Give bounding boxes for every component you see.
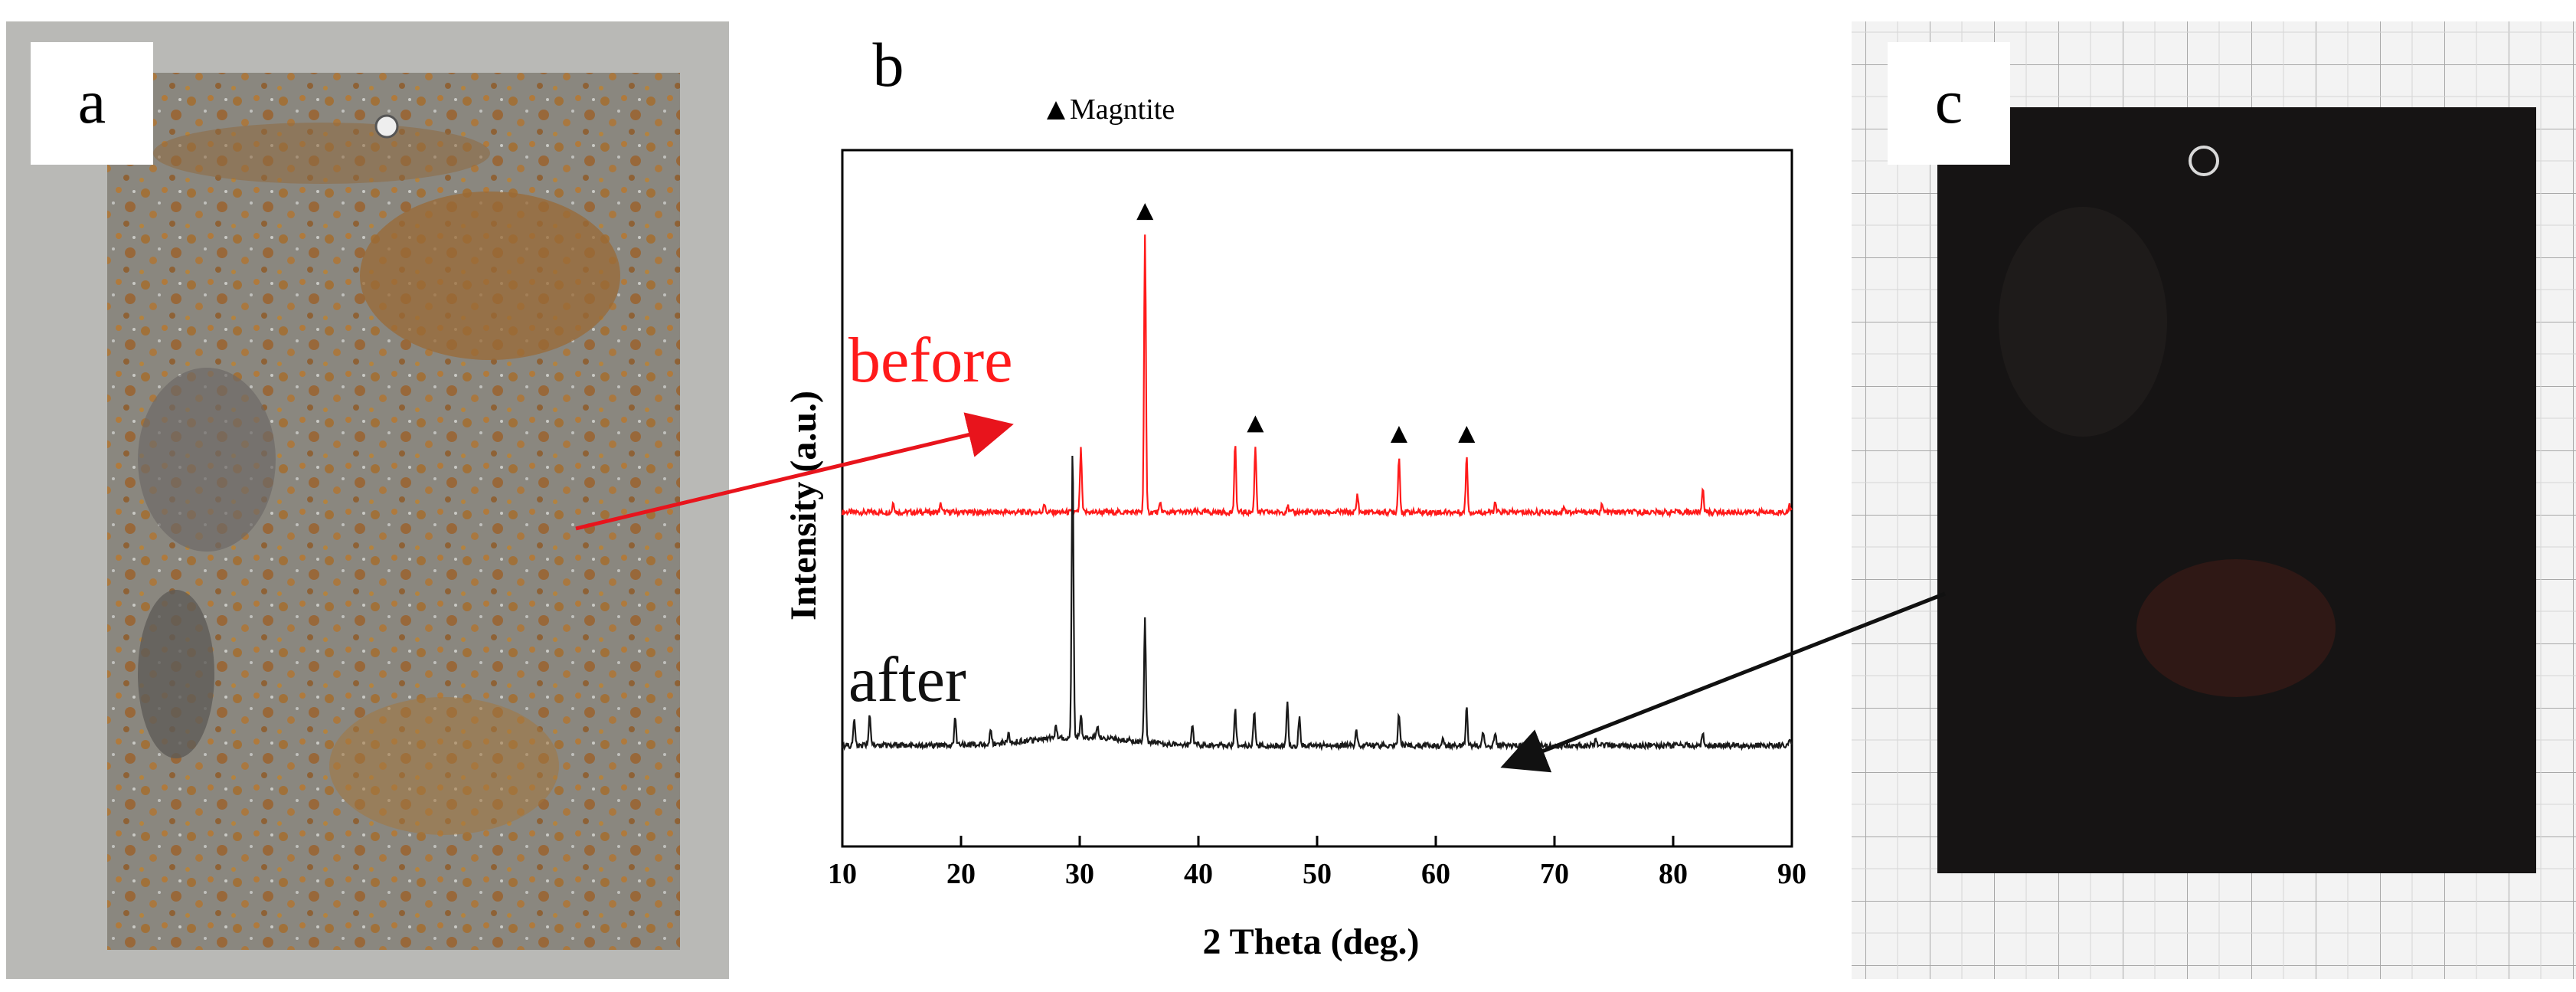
x-tick-label: 50: [1303, 858, 1332, 890]
magnetite-peak-marker: [1247, 415, 1264, 433]
x-axis-label: 2 Theta (deg.): [1202, 922, 1419, 962]
xrd-plot: 10 20 30 40 50 60 70 80 90: [828, 149, 1806, 890]
arrow-a-to-before: [575, 412, 1014, 531]
arrow-c-to-after: [1500, 591, 1946, 773]
y-axis-label: Intensity (a.u.): [783, 391, 824, 620]
coating-shade: [1999, 207, 2167, 437]
panel-c-label-box: [1888, 42, 2010, 165]
legend: Magntite: [1047, 93, 1175, 126]
rust-patch: [138, 368, 276, 552]
plot-frame: [841, 149, 1793, 848]
x-tick-label: 80: [1659, 858, 1688, 890]
panel-b-label: b: [873, 30, 904, 100]
x-tick-label: 90: [1777, 858, 1806, 890]
series-line-before: [841, 234, 1793, 519]
legend-marker: [1047, 101, 1065, 119]
panel-a-label: a: [78, 67, 106, 136]
coated-steel-plate: [1937, 107, 2536, 873]
panel-b: b Magntite 10 20 30 40 50 60 70 80 90 2 Theta (d…: [783, 30, 1806, 962]
x-tick-label: 60: [1421, 858, 1450, 890]
rust-patch: [138, 590, 214, 758]
magnetite-peak-marker: [1136, 203, 1154, 221]
mounting-hole: [374, 114, 399, 139]
x-tick-label: 20: [946, 858, 976, 890]
series-line-after: [842, 455, 1793, 751]
series-label-before: before: [848, 325, 1013, 396]
x-tick-label: 70: [1540, 858, 1569, 890]
mounting-hole: [2189, 146, 2219, 176]
x-tick-label: 10: [828, 858, 857, 890]
legend-text: Magntite: [1070, 93, 1175, 126]
panel-a: a: [6, 21, 729, 979]
panel-a-label-box: [31, 42, 153, 165]
magnetite-peak-marker: [1458, 425, 1476, 443]
rust-patch: [329, 697, 559, 835]
rust-patch: [153, 123, 490, 184]
x-tick-label: 30: [1065, 858, 1094, 890]
coating-shade: [2136, 559, 2336, 697]
magnetite-peak-marker: [1390, 425, 1407, 443]
panel-c: c: [1852, 21, 2576, 979]
series-label-after: after: [848, 644, 966, 715]
panel-c-label: c: [1935, 67, 1963, 136]
rust-patch: [360, 192, 620, 360]
x-tick-label: 40: [1184, 858, 1213, 890]
